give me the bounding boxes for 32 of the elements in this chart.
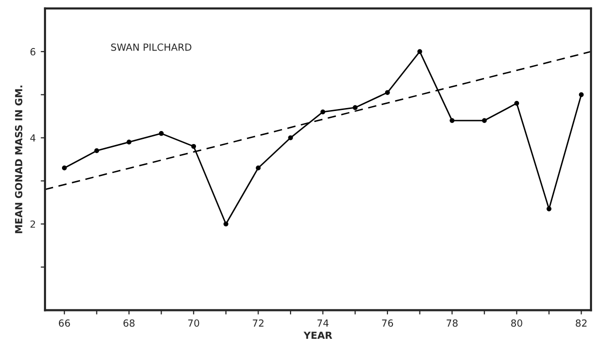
point bbox=[288, 135, 293, 140]
y-axis-title: MEAN GONAD MASS IN GM. bbox=[14, 86, 22, 234]
point bbox=[62, 166, 67, 170]
point bbox=[578, 92, 584, 98]
annotation: SWAN PILCHARD bbox=[111, 44, 192, 51]
point bbox=[514, 100, 520, 106]
x-tick-label: 80 bbox=[511, 319, 522, 327]
point bbox=[385, 90, 390, 95]
point bbox=[223, 222, 228, 226]
x-tick-label: 82 bbox=[576, 319, 587, 327]
point bbox=[417, 49, 422, 54]
point bbox=[126, 140, 132, 145]
point bbox=[482, 118, 487, 123]
point bbox=[94, 148, 100, 154]
y-tick-label: 4 bbox=[30, 134, 36, 142]
y-tick-label: 6 bbox=[30, 48, 36, 56]
point bbox=[352, 105, 358, 110]
x-axis-title: YEAR bbox=[304, 332, 332, 339]
x-tick-label: 72 bbox=[252, 319, 264, 327]
point bbox=[191, 144, 196, 149]
point bbox=[320, 109, 326, 114]
x-tick-label: 74 bbox=[317, 320, 328, 327]
point bbox=[158, 131, 164, 136]
point bbox=[450, 118, 455, 123]
point bbox=[546, 206, 552, 212]
x-tick-label: 70 bbox=[188, 319, 200, 327]
x-tick-label: 78 bbox=[446, 319, 458, 327]
y-tick-label: 2 bbox=[30, 220, 35, 228]
x-tick-label: 76 bbox=[382, 319, 394, 327]
point bbox=[256, 166, 261, 170]
x-tick-label: 68 bbox=[123, 319, 135, 327]
x-tick-label: 66 bbox=[58, 319, 70, 327]
